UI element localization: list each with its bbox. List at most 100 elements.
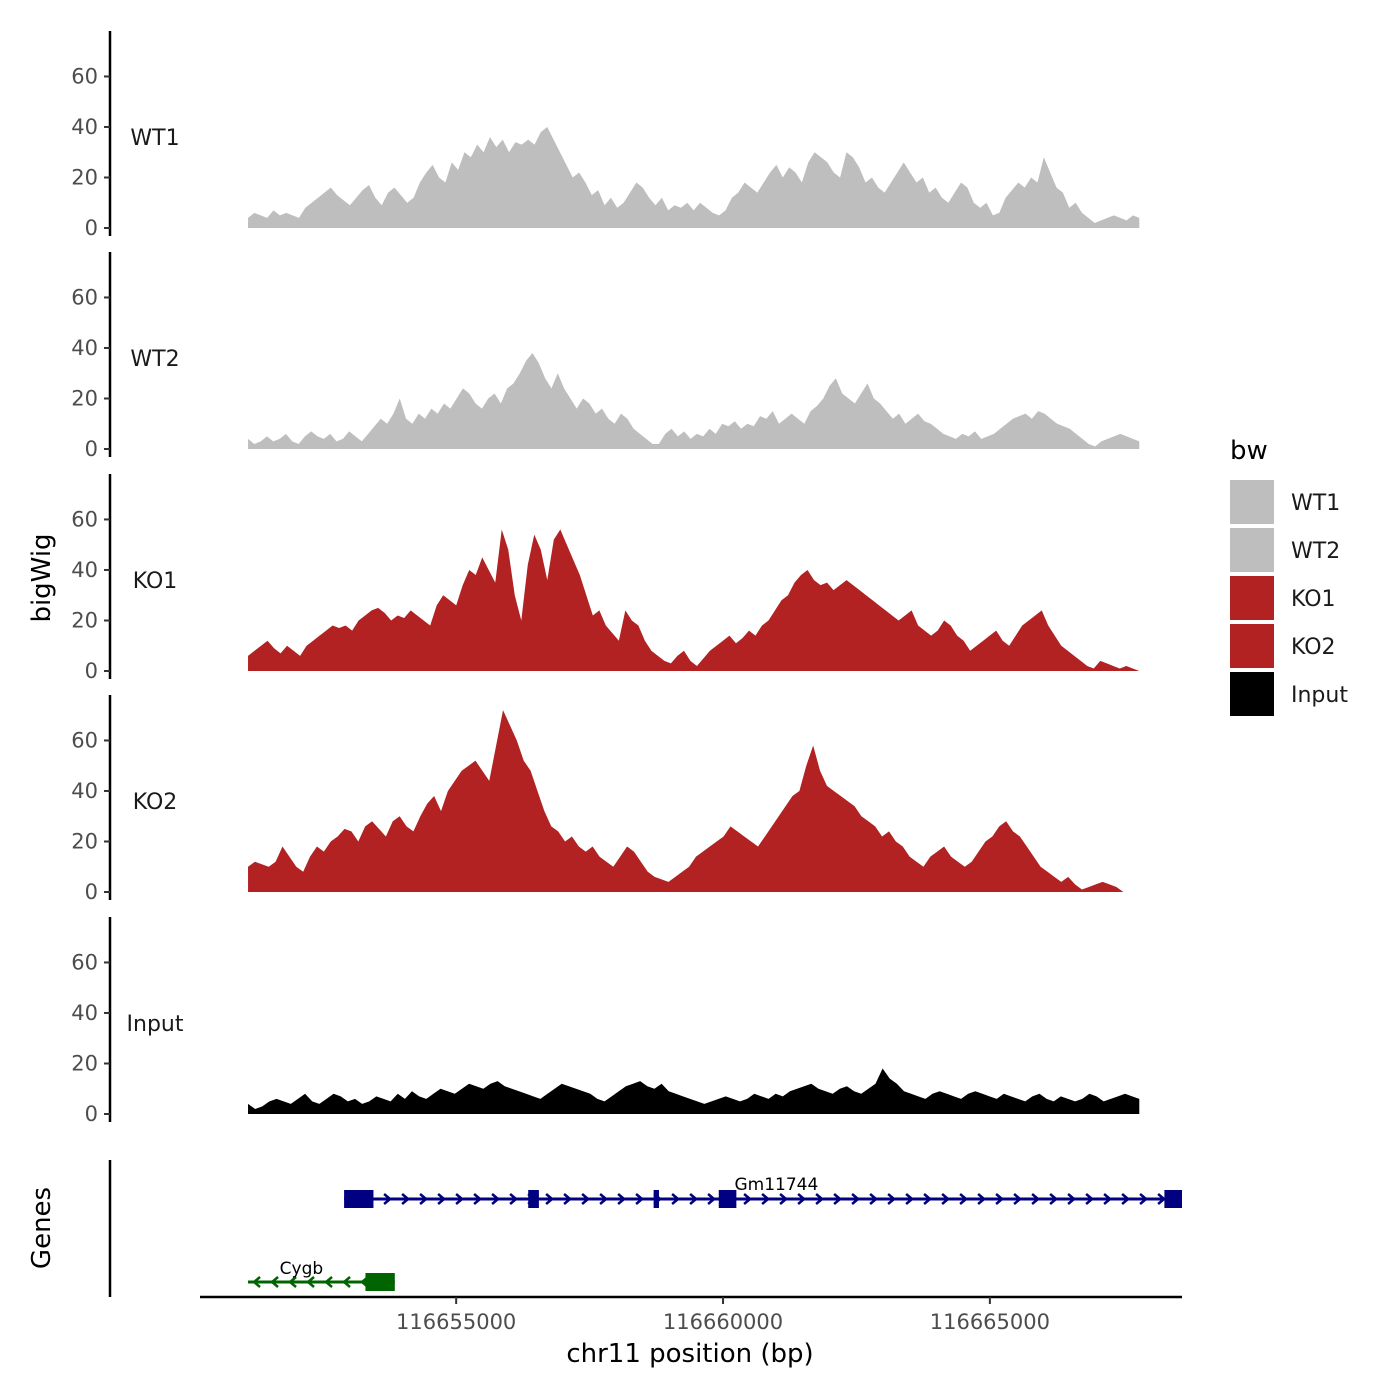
strand-chevron xyxy=(617,1193,627,1205)
strand-chevron xyxy=(1031,1193,1041,1205)
y-tick-label: 0 xyxy=(85,659,98,683)
track-label-wt1: WT1 xyxy=(130,126,179,151)
strand-chevron xyxy=(977,1193,987,1205)
legend-key xyxy=(1230,480,1274,524)
strand-chevron xyxy=(455,1193,465,1205)
strand-chevron xyxy=(270,1276,279,1288)
track-wt1: 0 20 40 60 WT1 xyxy=(71,31,1140,240)
y-tick-label: 0 xyxy=(85,437,98,461)
y-tick-label: 60 xyxy=(71,507,98,531)
legend: bw WT1 WT2 KO1 KO2 Input xyxy=(1230,436,1348,716)
coverage-area-ko1 xyxy=(248,529,1140,671)
strand-chevron xyxy=(1013,1193,1023,1205)
track-wt2: 0 20 40 60 WT2 xyxy=(71,252,1140,461)
strand-chevron xyxy=(401,1193,411,1205)
strand-chevron xyxy=(324,1276,333,1288)
legend-entry-ko2: KO2 xyxy=(1230,624,1336,668)
track-label-ko1: KO1 xyxy=(133,569,178,594)
y-tick-label: 0 xyxy=(85,1102,98,1126)
strand-chevron xyxy=(761,1193,771,1205)
legend-key xyxy=(1230,576,1274,620)
y-tick-label: 20 xyxy=(71,386,98,410)
track-ko1: 0 20 40 60 KO1 xyxy=(71,474,1140,683)
strand-chevron xyxy=(581,1193,591,1205)
strand-chevron xyxy=(887,1193,897,1205)
coverage-area-wt2 xyxy=(248,353,1140,449)
coverage-area-ko2 xyxy=(248,710,1124,892)
y-tick-label: 60 xyxy=(71,950,98,974)
y-tick-label: 60 xyxy=(71,285,98,309)
track-label-input: Input xyxy=(127,1012,184,1037)
gene-cygb: Cygb xyxy=(248,1259,395,1291)
strand-chevron xyxy=(815,1193,825,1205)
x-axis: 116655000 116660000 116665000 xyxy=(200,1295,1182,1334)
legend-label: WT1 xyxy=(1291,491,1340,516)
x-axis-title: chr11 position (bp) xyxy=(566,1339,813,1369)
gene-label: Gm11744 xyxy=(734,1175,818,1195)
strand-chevron xyxy=(869,1193,879,1205)
gene-label: Cygb xyxy=(280,1259,324,1279)
strand-chevron xyxy=(1103,1193,1113,1205)
track-label-ko2: KO2 xyxy=(133,790,178,815)
track-ko2: 0 20 40 60 KO2 xyxy=(71,695,1124,904)
y-tick-label: 0 xyxy=(85,216,98,240)
y-tick-label: 0 xyxy=(85,880,98,904)
y-tick-label: 20 xyxy=(71,608,98,632)
y-tick-label: 60 xyxy=(71,64,98,88)
strand-chevron xyxy=(509,1193,519,1205)
y-tick-label: 20 xyxy=(71,1051,98,1075)
track-input: 0 20 40 60 Input xyxy=(71,917,1140,1126)
strand-chevron xyxy=(599,1193,609,1205)
strand-chevron xyxy=(419,1193,429,1205)
strand-chevron xyxy=(342,1276,351,1288)
x-tick-label: 116660000 xyxy=(663,1310,783,1334)
strand-chevron xyxy=(743,1193,753,1205)
legend-title: bw xyxy=(1230,436,1268,466)
y-axis-title: bigWig xyxy=(27,533,57,622)
strand-chevron xyxy=(1049,1193,1059,1205)
strand-chevron xyxy=(779,1193,789,1205)
legend-entry-ko1: KO1 xyxy=(1230,576,1336,620)
strand-chevron xyxy=(959,1193,969,1205)
strand-chevron xyxy=(383,1193,393,1205)
strand-chevron xyxy=(923,1193,933,1205)
strand-chevron xyxy=(671,1193,681,1205)
coverage-area-wt1 xyxy=(248,126,1140,228)
strand-chevron xyxy=(797,1193,807,1205)
y-tick-label: 40 xyxy=(71,779,98,803)
y-tick-label: 40 xyxy=(71,558,98,582)
strand-chevron xyxy=(306,1276,315,1288)
strand-chevron xyxy=(941,1193,951,1205)
legend-entry-input: Input xyxy=(1230,672,1348,716)
strand-chevron xyxy=(1139,1193,1149,1205)
strand-chevron xyxy=(995,1193,1005,1205)
y-tick-label: 40 xyxy=(71,336,98,360)
coverage-tracks: 0 20 40 60 WT1 0 20 40 60 WT2 0 20 40 60 KO1 0 20 40 60 KO2… xyxy=(71,31,1140,1126)
strand-chevron xyxy=(252,1276,261,1288)
legend-entry-wt2: WT2 xyxy=(1230,528,1340,572)
strand-chevron xyxy=(491,1193,501,1205)
legend-label: KO1 xyxy=(1291,587,1336,612)
y-tick-label: 60 xyxy=(71,728,98,752)
strand-chevron xyxy=(473,1193,483,1205)
x-tick-label: 116665000 xyxy=(930,1310,1050,1334)
gene-gm11744: Gm11744 xyxy=(344,1175,1182,1208)
strand-chevron xyxy=(635,1193,645,1205)
strand-chevron xyxy=(851,1193,861,1205)
strand-chevron xyxy=(563,1193,573,1205)
strand-chevron xyxy=(707,1193,717,1205)
track-label-wt2: WT2 xyxy=(130,347,179,372)
genes-track-title: Genes xyxy=(27,1187,57,1269)
y-tick-label: 20 xyxy=(71,165,98,189)
exon xyxy=(718,1190,737,1208)
legend-key xyxy=(1230,672,1274,716)
exon xyxy=(653,1190,659,1208)
legend-key xyxy=(1230,624,1274,668)
exon xyxy=(344,1190,374,1208)
strand-chevron xyxy=(905,1193,915,1205)
y-tick-label: 20 xyxy=(71,829,98,853)
x-tick-label: 116655000 xyxy=(396,1310,516,1334)
strand-chevron xyxy=(288,1276,297,1288)
strand-chevron xyxy=(833,1193,843,1205)
